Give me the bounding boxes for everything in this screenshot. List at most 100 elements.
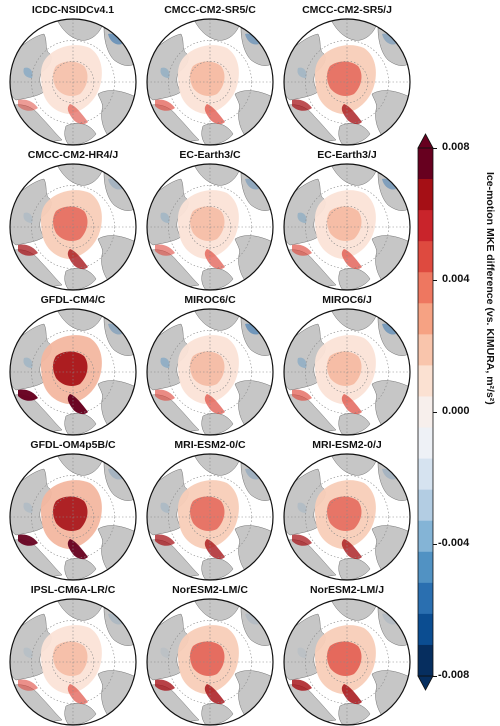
- land-mass: [55, 309, 103, 331]
- ice-anomaly-hotspot: [155, 389, 175, 401]
- ice-anomaly-negative: [160, 647, 170, 658]
- ice-anomaly-negative: [108, 468, 122, 480]
- ice-anomaly-core: [190, 61, 225, 96]
- graticule: [147, 19, 273, 145]
- ice-anomaly-hotspot: [204, 104, 225, 125]
- polar-map: [283, 598, 411, 726]
- polar-map: [9, 598, 137, 726]
- land-mass: [192, 599, 240, 621]
- ice-anomaly-core: [190, 641, 225, 676]
- colorbar-segment: [418, 458, 433, 491]
- graticule: [147, 309, 273, 435]
- land-mass: [55, 454, 103, 476]
- ice-anomaly-negative: [245, 323, 259, 335]
- polar-map: [283, 163, 411, 291]
- colorbar-segment: [418, 644, 433, 677]
- ice-anomaly-hotspot: [18, 99, 38, 111]
- graticule: [284, 164, 410, 290]
- panel-title: GFDL-OM4p5B/C: [30, 439, 116, 451]
- map-boundary: [146, 453, 274, 581]
- ice-anomaly-hotspot: [204, 394, 225, 415]
- ice-anomaly-hotspot: [292, 99, 312, 111]
- ice-anomaly-hotspot: [155, 534, 175, 546]
- colorbar-tick-mark: [433, 148, 437, 149]
- colorbar-segment: [418, 241, 433, 273]
- ice-anomaly-negative: [382, 33, 396, 45]
- graticule: [147, 164, 273, 290]
- ice-anomaly-core: [327, 641, 362, 676]
- polar-map: [283, 453, 411, 581]
- polar-map: [9, 163, 137, 291]
- graticule: [284, 454, 410, 580]
- polar-map: [283, 308, 411, 436]
- map-panel: NorESM2-LM/J: [278, 584, 416, 726]
- graticule: [284, 19, 410, 145]
- ice-anomaly-negative: [23, 502, 33, 513]
- ice-anomaly-negative: [382, 613, 396, 625]
- colorbar-segment: [418, 210, 433, 242]
- ice-anomaly-hotspot: [67, 394, 88, 415]
- graticule: [284, 309, 410, 435]
- graticule: [147, 599, 273, 725]
- ice-anomaly-negative: [382, 323, 396, 335]
- ice-anomaly-hotspot: [292, 244, 312, 256]
- ice-anomaly-hotspot: [292, 679, 312, 691]
- ice-anomaly-hotspot: [67, 539, 88, 560]
- polar-map: [146, 18, 274, 146]
- ice-anomaly-negative: [297, 357, 307, 368]
- ice-anomaly-hotspot: [204, 249, 225, 270]
- ice-anomaly-hotspot: [67, 684, 88, 705]
- land-mass: [55, 599, 103, 621]
- panel-title: EC-Earth3/J: [317, 149, 377, 161]
- ice-anomaly-hotspot: [204, 684, 225, 705]
- colorbar-tick-label: -0.004: [438, 537, 470, 549]
- ice-anomaly-hotspot: [341, 249, 362, 270]
- ice-anomaly-core: [53, 641, 88, 676]
- map-boundary: [283, 163, 411, 291]
- colorbar-segment: [418, 334, 433, 366]
- map-boundary: [283, 308, 411, 436]
- colorbar-tick-label: 0.008: [442, 141, 470, 153]
- ice-anomaly-hotspot: [341, 684, 362, 705]
- ice-anomaly-negative: [297, 67, 307, 78]
- polar-map: [146, 453, 274, 581]
- ice-anomaly-core: [53, 351, 88, 386]
- ice-anomaly-negative: [297, 647, 307, 658]
- colorbar-segment: [418, 148, 433, 180]
- graticule: [10, 164, 136, 290]
- map-boundary: [146, 18, 274, 146]
- ice-anomaly-core: [327, 61, 362, 96]
- polar-map: [146, 163, 274, 291]
- land-mass: [192, 454, 240, 476]
- ice-anomaly-negative: [160, 67, 170, 78]
- colorbar-tick-mark: [433, 412, 437, 413]
- panel-title: EC-Earth3/C: [179, 149, 241, 161]
- ice-anomaly-hotspot: [155, 99, 175, 111]
- map-panel: EC-Earth3/J: [278, 149, 416, 291]
- colorbar-tick-label: 0.000: [442, 405, 470, 417]
- ice-anomaly-negative: [297, 502, 307, 513]
- colorbar-extend-min: [417, 675, 434, 691]
- ice-anomaly-hotspot: [18, 679, 38, 691]
- polar-map: [283, 18, 411, 146]
- panel-title: ICDC-NSIDCv4.1: [31, 4, 115, 16]
- map-panel: CMCC-CM2-SR5/J: [278, 4, 416, 146]
- panel-title: MRI-ESM2-0/J: [312, 439, 382, 451]
- colorbar-tick-label: -0.008: [438, 669, 470, 681]
- ice-anomaly-core: [53, 496, 88, 531]
- ice-anomaly-core: [327, 351, 362, 386]
- ice-anomaly-negative: [160, 502, 170, 513]
- map-panel: MRI-ESM2-0/J: [278, 439, 416, 581]
- ice-anomaly-negative: [108, 33, 122, 45]
- panel-title: NorESM2-LM/C: [172, 584, 248, 596]
- ice-anomaly-core: [53, 206, 88, 241]
- land-mass: [329, 164, 377, 186]
- map-panel: EC-Earth3/C: [141, 149, 279, 291]
- colorbar-segment: [418, 427, 433, 460]
- ice-anomaly-negative: [245, 178, 259, 190]
- map-boundary: [9, 18, 137, 146]
- land-mass: [192, 309, 240, 331]
- colorbar-segment: [418, 365, 433, 397]
- graticule: [10, 19, 136, 145]
- colorbar-segment: [418, 582, 433, 615]
